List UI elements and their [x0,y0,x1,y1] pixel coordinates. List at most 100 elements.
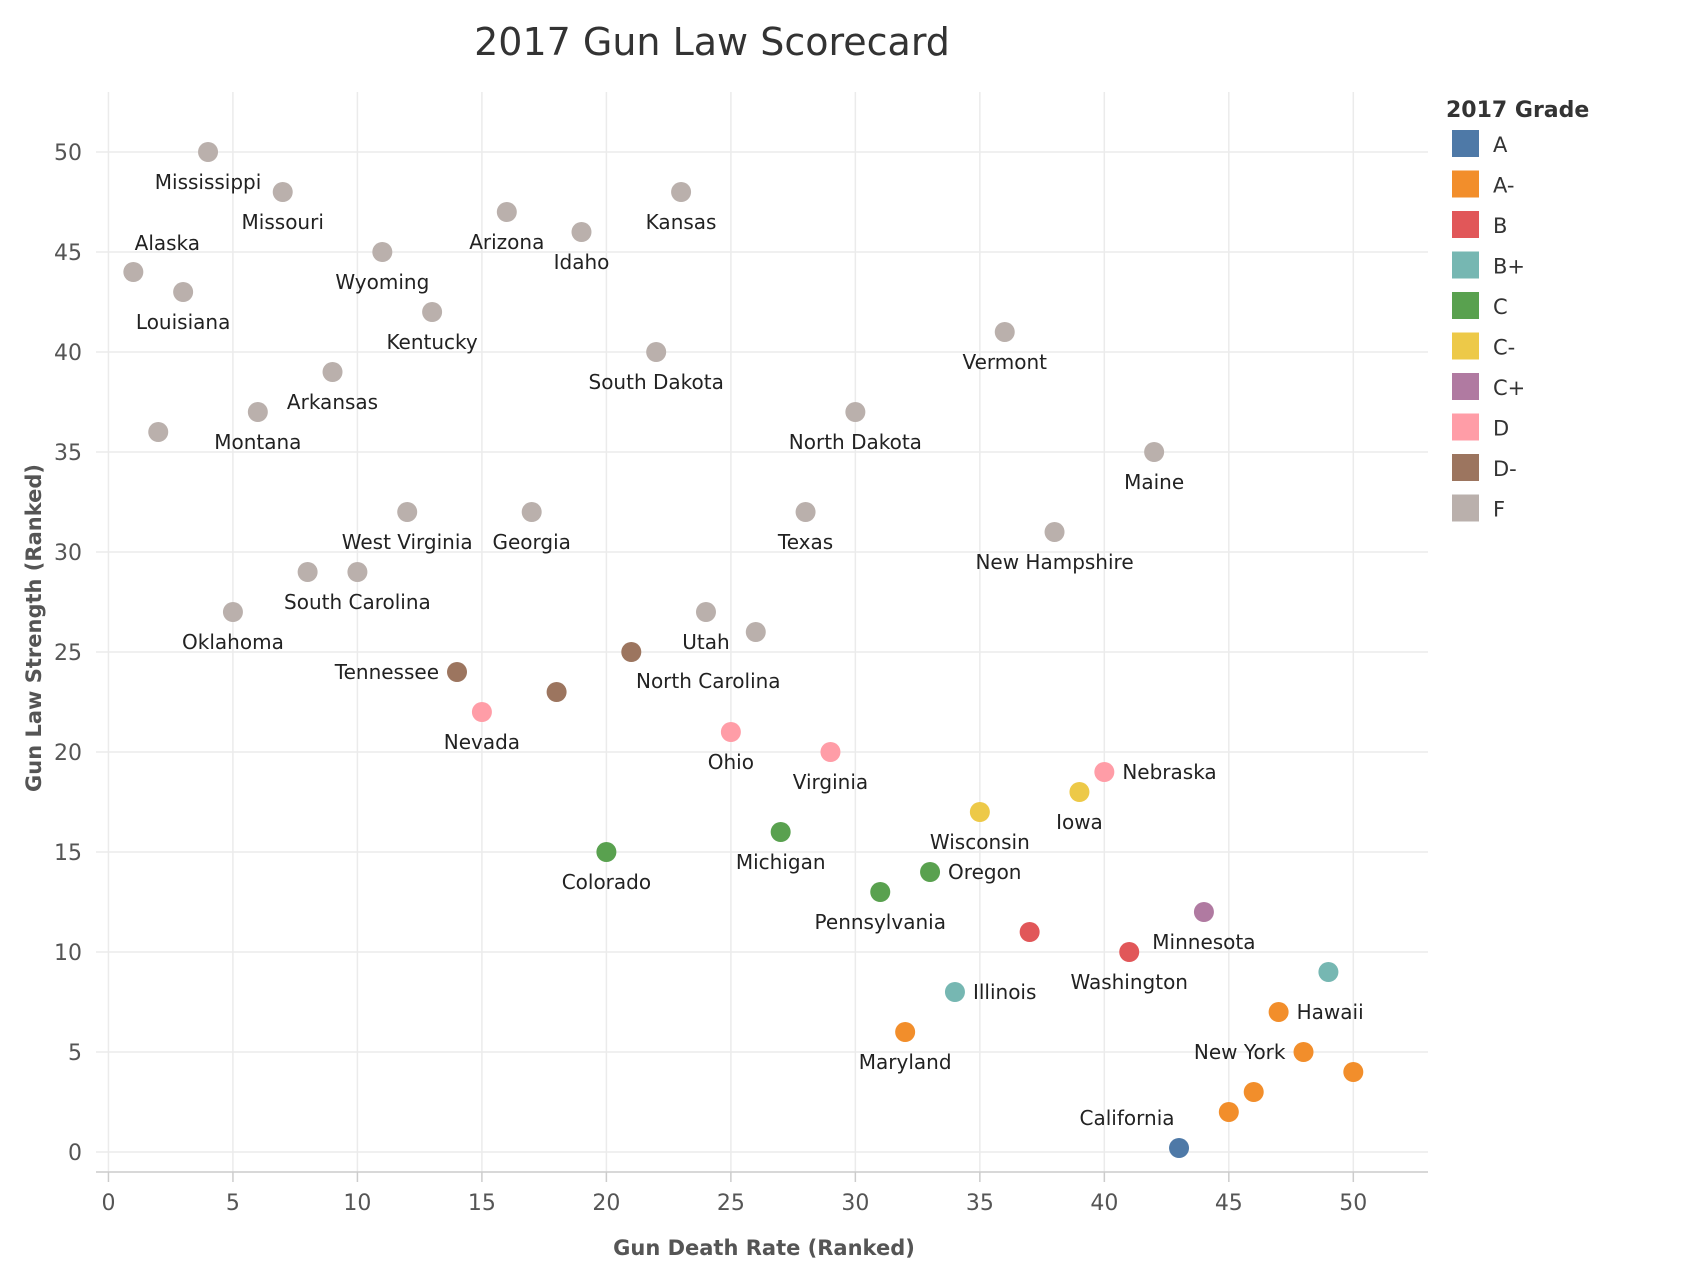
data-point [297,562,318,582]
data-point [447,662,468,682]
point-label: Iowa [1056,810,1103,834]
legend-swatch [1452,454,1479,481]
y-tick-label: 10 [54,941,82,966]
legend-swatch [1452,332,1479,360]
x-tick-label: 40 [1090,1191,1118,1216]
data-point [795,502,816,522]
legend-swatch [1452,211,1479,238]
y-axis-ticks: 0 5 10 15 20 25 30 35 40 45 50 [54,141,82,1166]
y-tick-label: 30 [54,541,82,566]
y-tick-label: 35 [54,441,82,466]
point-label: Hawaii [1297,1000,1364,1024]
data-point [173,282,194,302]
data-point [845,402,866,422]
x-tick-label: 0 [101,1191,115,1216]
legend-swatch [1452,292,1479,319]
legend-label: C- [1493,336,1515,360]
point-label: Wyoming [335,270,429,294]
point-label: Michigan [736,850,826,874]
legend-label: D [1493,417,1509,441]
point-label: Montana [214,430,301,454]
data-point [720,722,741,742]
data-point [347,562,368,582]
y-axis-label: Gun Law Strength (Ranked) [22,464,46,792]
data-point [1169,1138,1190,1158]
y-tick-label: 25 [54,641,82,666]
legend-label: C+ [1493,376,1525,400]
point-label: Utah [682,630,729,654]
data-point [222,602,243,622]
data-point [571,222,592,242]
point-label: South Carolina [284,590,431,614]
point-label: Vermont [962,350,1047,374]
data-point [770,822,791,842]
x-tick-label: 10 [343,1191,371,1216]
data-point [1144,442,1165,462]
point-label: Nevada [444,730,520,754]
data-point [1343,1062,1364,1082]
data-point [1243,1082,1264,1102]
y-tick-label: 0 [68,1141,82,1166]
legend-label: A- [1493,174,1514,198]
point-label: North Dakota [789,430,922,454]
y-tick-label: 50 [54,141,82,166]
point-label: Washington [1070,970,1188,994]
x-axis-ticks: 0 5 10 15 20 25 30 35 40 45 50 [101,1172,1367,1216]
legend-label: B [1493,214,1507,238]
data-point [422,302,443,322]
data-point [870,882,891,902]
data-point [596,842,617,862]
data-point [1044,522,1065,542]
legend: 2017 Grade A A- B B+ C C- C+ D D- F [1446,98,1589,522]
point-label: Kentucky [386,330,477,354]
point-label: Tennessee [334,660,439,684]
data-point [198,142,219,162]
point-label: Kansas [646,210,717,234]
data-point [621,642,642,662]
legend-swatch [1452,413,1479,441]
point-label: West Virginia [342,530,473,554]
gridlines [96,92,1428,1173]
data-point [521,502,542,522]
point-label: Oregon [948,860,1021,884]
point-label: Colorado [562,870,651,894]
y-tick-label: 20 [54,741,82,766]
point-label: New Hampshire [975,550,1133,574]
point-label: Maryland [859,1050,952,1074]
data-point [546,682,567,702]
data-point [1069,782,1090,802]
legend-label: A [1493,133,1508,157]
data-point [247,402,268,422]
data-point [1318,962,1339,982]
data-point [695,602,716,622]
x-tick-label: 45 [1215,1191,1243,1216]
data-point [969,802,990,822]
point-label: New York [1194,1040,1286,1064]
legend-swatch [1452,494,1479,522]
point-label: Louisiana [136,310,230,334]
point-label: Wisconsin [930,830,1030,854]
legend-swatch [1452,251,1479,279]
point-label: Pennsylvania [815,910,946,934]
point-label: Minnesota [1152,930,1255,954]
legend-swatch [1452,373,1479,400]
x-tick-label: 30 [841,1191,869,1216]
data-point [1268,1002,1289,1022]
point-label: Arizona [469,230,544,254]
legend-label: F [1493,498,1505,522]
data-point [1094,762,1115,782]
data-point [471,702,492,722]
data-point [123,262,144,282]
data-point [646,342,667,362]
chart-title: 2017 Gun Law Scorecard [474,20,950,64]
x-tick-label: 50 [1339,1191,1367,1216]
data-point [148,422,169,442]
x-tick-label: 5 [226,1191,240,1216]
y-tick-label: 45 [54,241,82,266]
data-point [745,622,766,642]
data-point [1193,902,1214,922]
point-label: North Carolina [636,669,781,693]
data-point [944,982,965,1002]
legend-label: B+ [1493,255,1525,279]
